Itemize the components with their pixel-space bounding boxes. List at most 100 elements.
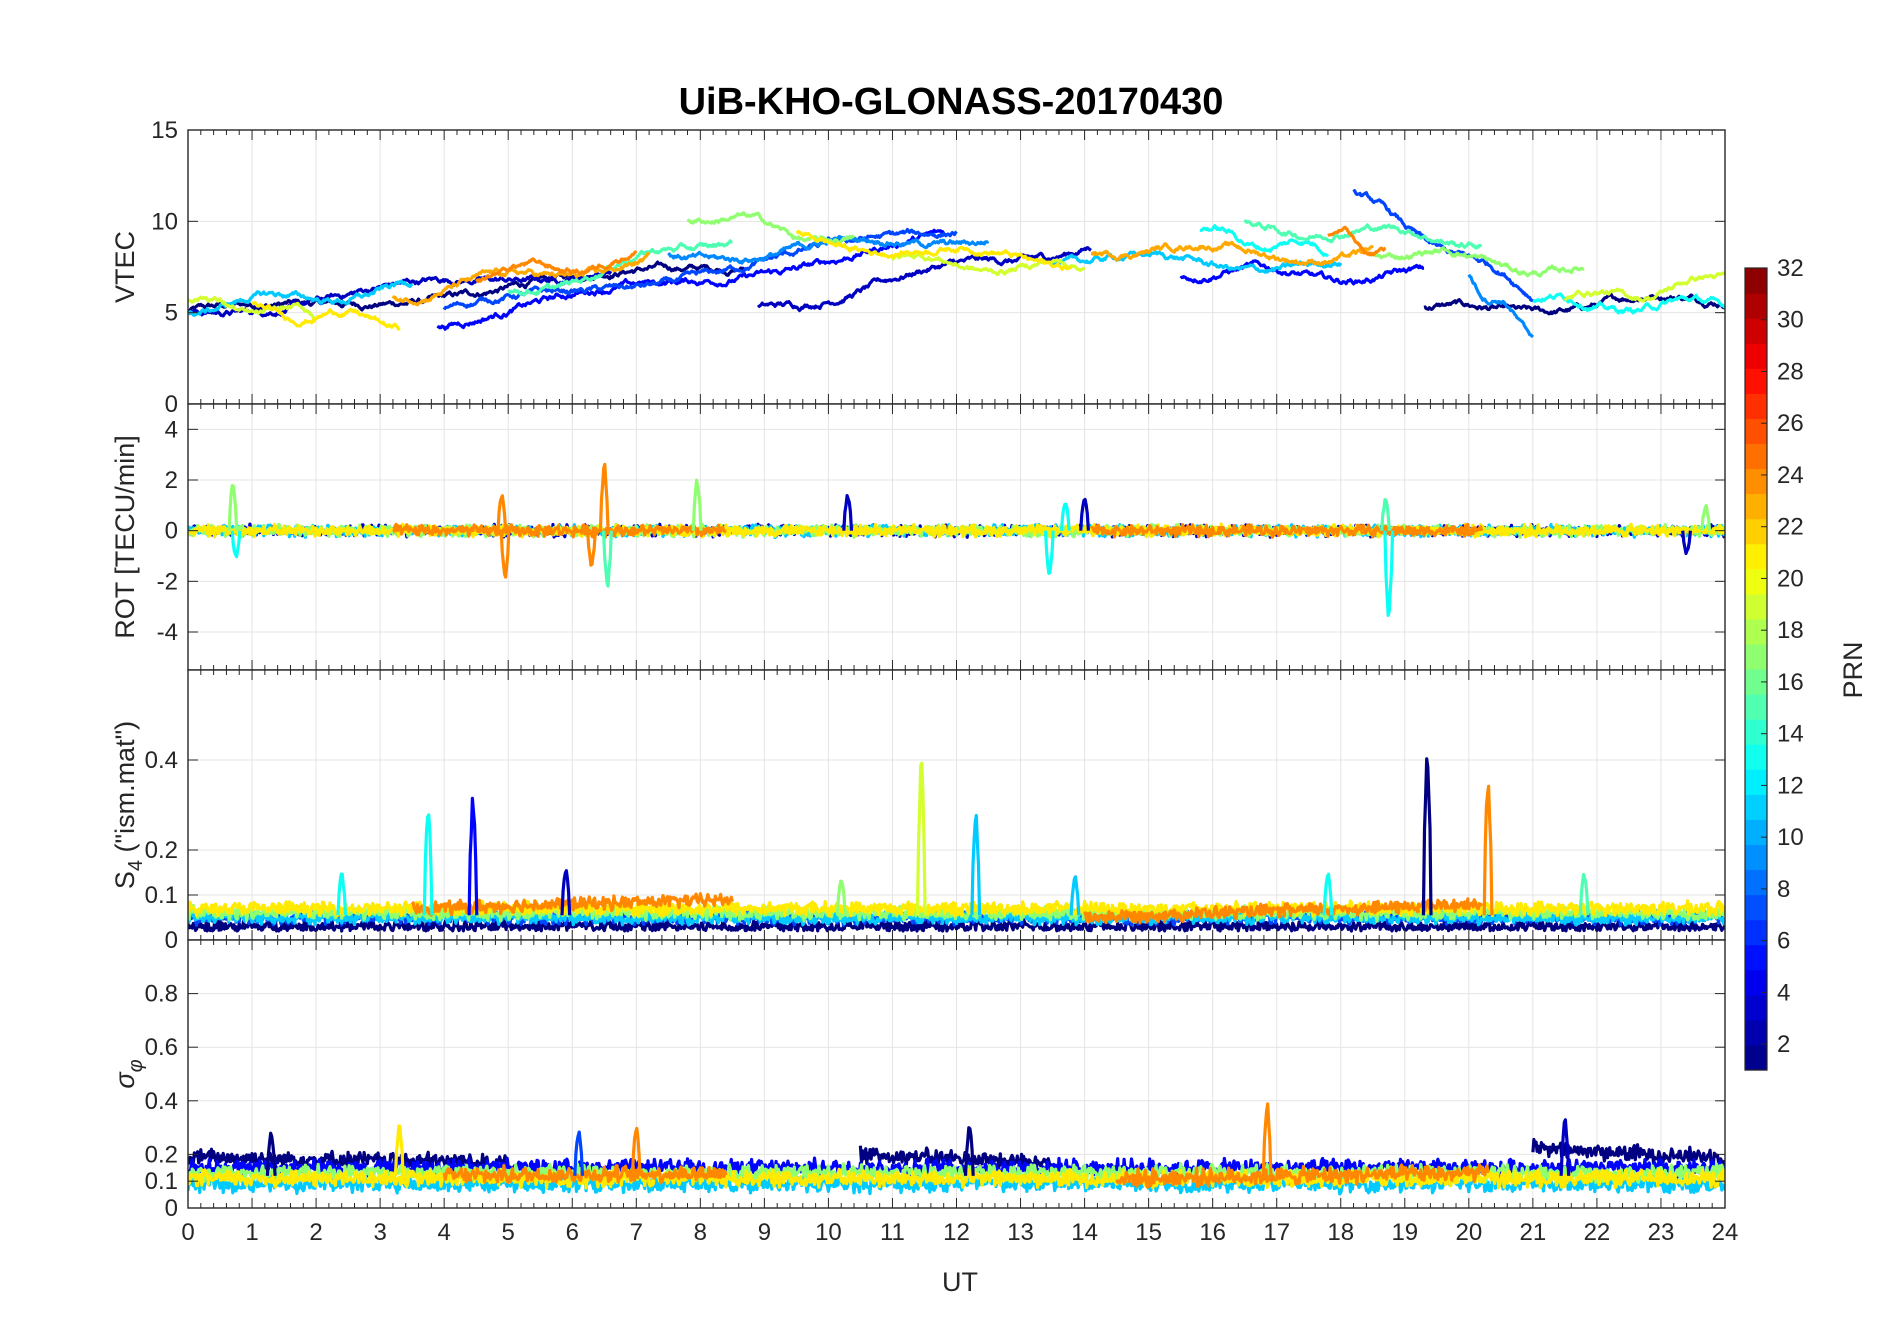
x-tick-label: 8: [694, 1219, 707, 1246]
spike-prn-1: [963, 1126, 975, 1176]
x-tick-label: 11: [880, 1219, 905, 1246]
y-tick-label: 0.4: [145, 747, 178, 774]
y-tick-label: 5: [165, 300, 178, 327]
y-tick-label: 0.6: [145, 1034, 178, 1061]
series-line-prn-15: [507, 239, 733, 297]
y-tick-label: 0: [165, 1195, 178, 1222]
colorbar-cell: [1745, 669, 1767, 695]
spike-prn-13: [422, 813, 434, 916]
series-line-prn-24: [1089, 522, 1484, 539]
y-tick-label: 0.1: [145, 1168, 178, 1195]
colorbar-cell: [1745, 443, 1767, 470]
spike-prn-13: [230, 530, 242, 559]
y-tick-label: 0.2: [145, 837, 178, 864]
series-line-prn-11: [1051, 250, 1343, 274]
series-line-prn-24: [475, 250, 638, 284]
colorbar-tick-label: 12: [1777, 772, 1804, 799]
series-group-sigma: [188, 1102, 1725, 1196]
colorbar-cell: [1745, 894, 1767, 921]
colorbar-cell: [1745, 593, 1767, 620]
x-tick-label: 3: [373, 1219, 386, 1246]
spike-prn-24: [586, 530, 597, 567]
spike-prn-1: [1421, 757, 1433, 916]
series-line-prn-11: [188, 1172, 1725, 1196]
colorbar-cell: [1745, 318, 1767, 344]
spike-prn-21: [393, 1124, 405, 1176]
spike-prn-3: [1559, 1118, 1571, 1176]
colorbar-cell: [1745, 744, 1767, 770]
colorbar-cell: [1745, 618, 1767, 645]
series-line-prn-23: [391, 251, 651, 307]
series-group-rot: [188, 462, 1725, 618]
spike-prn-3: [1079, 497, 1090, 531]
colorbar-tick-label: 22: [1777, 514, 1804, 541]
x-tick-label: 0: [181, 1219, 194, 1246]
series-line-prn-19: [891, 252, 1086, 277]
colorbar-cell: [1745, 994, 1767, 1021]
series-line-prn-15: [1243, 219, 1483, 250]
series-group-s4: [188, 757, 1725, 933]
panel-vtec: 0 5 10 15 VTEC: [110, 117, 1726, 418]
series-group-vtec: [188, 189, 1725, 339]
series-line-prn-24: [1327, 225, 1387, 257]
spike-prn-3: [1681, 530, 1692, 556]
colorbar-tick-label: 2: [1777, 1031, 1790, 1058]
colorbar-label: PRN: [1838, 641, 1868, 698]
spike-prn-3: [842, 494, 854, 531]
panel-s4: 0 0.1 0.2 0.4S4 ("ism.mat"): [110, 669, 1726, 954]
series-line-prn-3: [756, 246, 1092, 313]
series-line-prn-1: [188, 260, 746, 313]
colorbar-cell: [1745, 694, 1767, 720]
series-line-prn-5: [1179, 259, 1425, 286]
colorbar-cell: [1745, 769, 1767, 795]
series-line-prn-24: [410, 892, 734, 917]
y-tick-label: 15: [151, 117, 178, 144]
y-axis-label-rot: ROT [TECU/min]: [110, 435, 140, 639]
panel-rot: -4 -2 0 2 4 ROT [TECU/min]: [110, 403, 1726, 671]
colorbar-cell: [1745, 568, 1767, 595]
series-line-prn-19: [188, 295, 318, 321]
colorbar-cell: [1745, 719, 1767, 745]
x-tick-label: 23: [1648, 1219, 1675, 1246]
colorbar-tick-label: 18: [1777, 617, 1804, 644]
spike-prn-13: [336, 872, 348, 916]
spike-prn-24: [496, 494, 508, 531]
spike-prn-24: [598, 462, 610, 531]
spike-prn-13: [1043, 530, 1055, 575]
series-line-prn-1: [188, 916, 1725, 933]
spike-prn-17: [1700, 504, 1712, 531]
colorbar-tick-label: 30: [1777, 307, 1804, 334]
x-tick-label: 4: [437, 1219, 450, 1246]
y-tick-label: 0.4: [145, 1088, 178, 1115]
series-line-prn-17: [1372, 246, 1585, 278]
spike-prn-13: [1322, 872, 1334, 916]
series-line-prn-1: [1531, 1137, 1725, 1168]
colorbar-cell: [1745, 969, 1767, 996]
colorbar-cell: [1745, 268, 1767, 294]
y-tick-label: 2: [165, 467, 178, 494]
colorbar-cell: [1745, 844, 1767, 871]
chart-title: UiB-KHO-GLONASS-20170430: [679, 81, 1224, 123]
x-tick-label: 7: [630, 1219, 643, 1246]
series-line-prn-23: [1090, 240, 1374, 267]
y-axis-label-s4: S4 ("ism.mat"): [110, 721, 147, 889]
series-line-prn-5: [436, 228, 946, 331]
y-tick-label: -4: [157, 619, 178, 646]
spike-prn-17: [691, 478, 703, 531]
y-tick-label: 0: [165, 391, 178, 418]
y-tick-label: 0.1: [145, 882, 178, 909]
spike-prn-1: [265, 1131, 277, 1176]
series-line-prn-21: [251, 301, 401, 332]
colorbar-cell: [1745, 493, 1767, 520]
x-tick-label: 2: [309, 1219, 322, 1246]
colorbar-cell: [1745, 368, 1767, 394]
colorbar-cell: [1745, 468, 1767, 495]
x-tick-label: 19: [1391, 1219, 1418, 1246]
x-tick-label: 6: [566, 1219, 579, 1246]
x-tick-label: 9: [758, 1219, 771, 1246]
x-tick-label: 14: [1071, 1219, 1098, 1246]
y-axis-label-vtec: VTEC: [110, 231, 140, 303]
spike-prn-7: [573, 1130, 585, 1176]
